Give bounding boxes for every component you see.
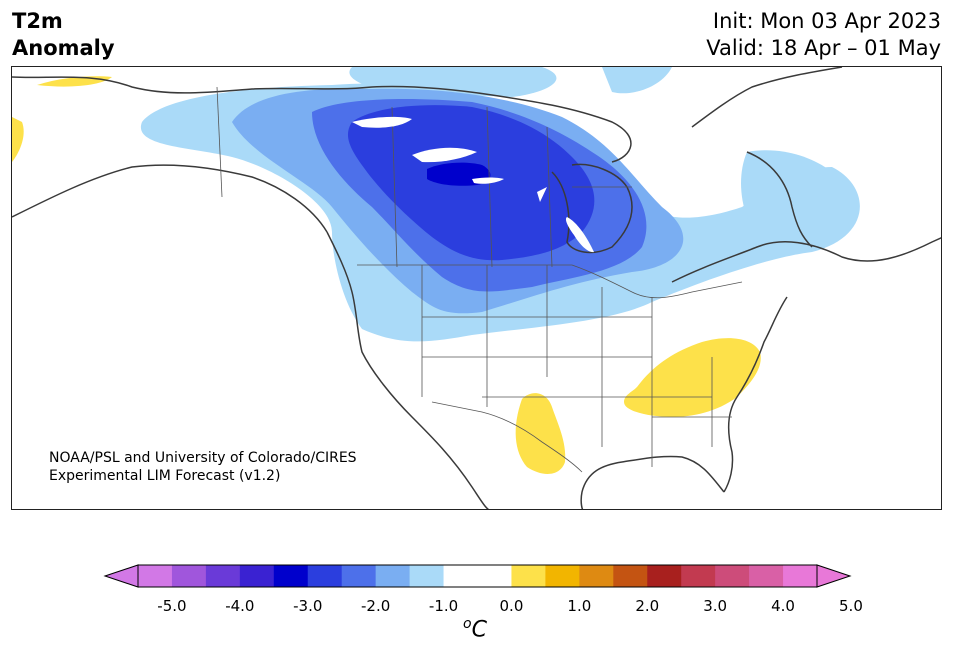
colorbar-segment: [545, 565, 580, 587]
colorbar-segment: [273, 565, 309, 587]
colorbar-unit: oC: [463, 616, 487, 642]
anomaly-yellow-southeast: [624, 338, 761, 417]
colorbar-tick-label: 4.0: [771, 597, 795, 615]
colorbar-tick-label: -4.0: [225, 597, 255, 615]
colorbar-segment: [375, 565, 411, 587]
reindeer-lake: [537, 187, 547, 202]
coastline-alaska-south: [12, 164, 328, 233]
anomaly-map: [12, 67, 941, 509]
border-us-mexico: [431, 401, 583, 473]
anomaly-light-blue-quebec: [741, 150, 858, 250]
unit-letter: C: [471, 617, 487, 643]
border-provinces: [391, 106, 632, 268]
coastline-gulf: [580, 455, 725, 509]
athabasca-lake: [472, 177, 504, 184]
colorbar-tick-label: -1.0: [428, 597, 459, 615]
border-alaska: [216, 86, 223, 198]
anomaly-yellow-west-edge: [12, 117, 24, 162]
colorbar-tick-label: -5.0: [157, 597, 187, 615]
colorbar-segments: [137, 564, 818, 588]
coastlines: [12, 67, 941, 509]
coastline-atlantic: [671, 237, 941, 283]
anomaly-light-blue-greenland: [602, 67, 672, 94]
attribution: NOAA/PSL and University of Colorado/CIRE…: [49, 449, 357, 485]
colorbar-tick-label: 2.0: [635, 597, 660, 615]
title-variable: T2m: [12, 9, 63, 33]
border-states: [421, 265, 732, 467]
colorbar-segment: [511, 565, 546, 587]
colorbar-segment: [749, 565, 784, 587]
colorbar-tick-label: 0.0: [499, 597, 524, 615]
colorbar-max-arrow: [816, 564, 852, 588]
colorbar-tick-label: 1.0: [567, 597, 592, 615]
border-us-canada: [357, 264, 743, 299]
colorbar-segment: [239, 565, 275, 587]
anomaly-fills: [12, 67, 860, 474]
colorbar-tick-label: -2.0: [361, 597, 391, 615]
coastline-greenland: [691, 67, 843, 128]
borders: [216, 86, 743, 473]
colorbar: [103, 564, 852, 588]
colorbar-segment: [715, 565, 750, 587]
coastline-pacific: [326, 231, 490, 509]
colorbar-segment: [409, 565, 445, 587]
colorbar-segment: [171, 565, 207, 587]
attribution-line2: Experimental LIM Forecast (v1.2): [49, 468, 281, 484]
colorbar-segment: [579, 565, 614, 587]
colorbar-segment: [477, 565, 512, 587]
colorbar-segment: [205, 565, 241, 587]
map-panel: [11, 66, 942, 510]
anomaly-yellow-southwest: [515, 393, 566, 474]
great-slave-lake: [412, 147, 477, 163]
great-bear-lake: [352, 116, 412, 128]
colorbar-segment: [647, 565, 682, 587]
colorbar-border: [137, 564, 818, 588]
colorbar-min-arrow: [103, 564, 139, 588]
colorbar-segment: [613, 565, 648, 587]
title-type: Anomaly: [12, 36, 115, 60]
unit-degree: o: [463, 616, 472, 632]
init-date: Init: Mon 03 Apr 2023: [712, 9, 941, 33]
colorbar-tick-label: -3.0: [293, 597, 323, 615]
coastline-hudson: [551, 163, 633, 254]
coastline-east-us: [723, 296, 788, 493]
colorbar-segment: [443, 565, 478, 587]
attribution-line1: NOAA/PSL and University of Colorado/CIRE…: [49, 450, 357, 466]
colorbar-segment: [783, 565, 818, 587]
coastline-arctic: [12, 76, 632, 163]
colorbar-tick-label: 3.0: [703, 597, 728, 615]
lakes: [352, 116, 594, 253]
map-title: T2m Anomaly: [12, 8, 115, 62]
valid-period: Valid: 18 Apr – 01 May: [706, 36, 941, 60]
colorbar-segment: [341, 565, 377, 587]
colorbar-segment: [307, 565, 343, 587]
date-info: Init: Mon 03 Apr 2023 Valid: 18 Apr – 01…: [706, 8, 941, 62]
colorbar-segment: [138, 565, 173, 587]
coastline-quebec: [746, 151, 813, 248]
colorbar-segment: [681, 565, 716, 587]
lake-winnipeg: [565, 217, 594, 253]
colorbar-tick-label: 5.0: [839, 597, 863, 615]
